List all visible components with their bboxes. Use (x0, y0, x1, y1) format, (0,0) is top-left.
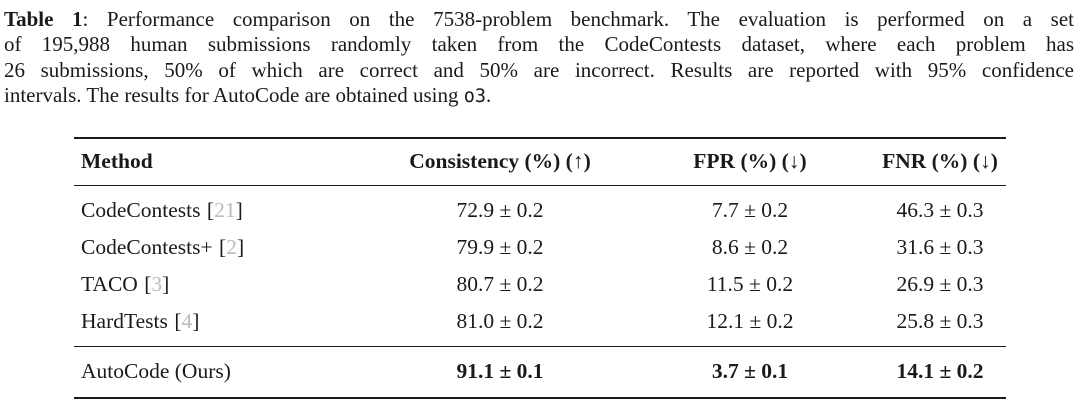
table-caption: Table 1: Performance comparison on the 7… (0, 0, 1080, 110)
consistency-cell: 81.0 ± 0.2 (456, 308, 544, 333)
citation: [21] (207, 198, 243, 222)
fpr-cell: 8.6 ± 0.2 (711, 234, 789, 259)
citation-bracket-close: ] (162, 271, 170, 296)
col-header-consistency: Consistency (%) (↑) (374, 137, 626, 186)
caption-model-name: o3 (463, 86, 487, 108)
citation-link[interactable]: 2 (226, 234, 237, 259)
method-name: TACO (81, 271, 138, 296)
fpr-cell: 12.1 ± 0.2 (706, 308, 794, 333)
citation-bracket-open: [ (144, 271, 152, 296)
caption-text-5: . (486, 83, 492, 108)
caption-line-4: intervals. The results for AutoCode are … (4, 83, 1074, 109)
caption-line-2: of 195,988 human submissions randomly ta… (4, 32, 1074, 57)
table-row: HardTests [4] 81.0 ± 0.2 12.1 ± 0.2 25.8 … (74, 303, 1006, 347)
col-header-method: Method (74, 137, 374, 186)
col-header-fnr: FNR (%) (↓) (874, 137, 1006, 186)
caption-table-number: Table 1 (4, 7, 83, 31)
method-cell: AutoCode (Ours) (74, 345, 374, 398)
method-name: HardTests (81, 308, 168, 333)
method-cell: TACO [3] (74, 266, 374, 303)
fpr-cell: 3.7 ± 0.1 (626, 345, 874, 398)
caption-text-3: 26 submissions, 50% of which are correct… (4, 57, 1074, 82)
caption-text-4: intervals. The results for AutoCode are … (4, 83, 464, 108)
caption-text-1: : Performance comparison on the 7538-pro… (82, 7, 1074, 31)
citation-bracket-open: [ (219, 234, 227, 259)
citation: [2] (219, 235, 244, 259)
method-cell: CodeContests [21] (74, 185, 374, 229)
fpr-cell: 11.5 ± 0.2 (706, 271, 794, 296)
consistency-cell: 79.9 ± 0.2 (456, 234, 544, 259)
consistency-cell: 80.7 ± 0.2 (456, 271, 544, 296)
table-row: CodeContests [21] 72.9 ± 0.2 7.7 ± 0.2 46… (74, 185, 1006, 229)
table-row: TACO [3] 80.7 ± 0.2 11.5 ± 0.2 26.9 ± 0.3 (74, 266, 1006, 303)
method-cell: HardTests [4] (74, 303, 374, 347)
citation-link[interactable]: 3 (151, 271, 163, 296)
method-cell: CodeContests+ [2] (74, 229, 374, 266)
fnr-cell: 46.3 ± 0.3 (896, 197, 984, 222)
citation-bracket-open: [ (174, 308, 182, 333)
citation-bracket-close: ] (236, 234, 245, 259)
col-header-fpr: FPR (%) (↓) (626, 137, 874, 186)
citation: [3] (144, 272, 169, 296)
caption-line-3: 26 submissions, 50% of which are correct… (4, 58, 1074, 83)
caption-text-2: of 195,988 human submissions randomly ta… (4, 32, 1074, 57)
citation-link[interactable]: 21 (214, 197, 236, 222)
consistency-cell: 91.1 ± 0.1 (374, 345, 626, 398)
method-name: CodeContests+ (81, 234, 213, 259)
citation: [4] (174, 309, 199, 333)
citation-bracket-close: ] (235, 197, 243, 222)
results-table: Method Consistency (%) (↑) FPR (%) (↓) F… (74, 136, 1006, 399)
citation-bracket-close: ] (192, 308, 200, 333)
table-row: CodeContests+ [2] 79.9 ± 0.2 8.6 ± 0.2 31… (74, 229, 1006, 266)
citation-bracket-open: [ (206, 197, 215, 222)
caption-line-1: Table 1: Performance comparison on the 7… (4, 7, 1074, 32)
fnr-cell: 14.1 ± 0.2 (874, 345, 1006, 398)
table-header-row: Method Consistency (%) (↑) FPR (%) (↓) F… (74, 137, 1006, 186)
consistency-cell: 72.9 ± 0.2 (456, 197, 544, 222)
fpr-cell: 7.7 ± 0.2 (711, 197, 789, 222)
fnr-cell: 26.9 ± 0.3 (896, 271, 984, 296)
fnr-cell: 31.6 ± 0.3 (896, 234, 984, 259)
citation-link[interactable]: 4 (181, 308, 193, 333)
table-row-ours: AutoCode (Ours) 91.1 ± 0.1 3.7 ± 0.1 14.… (74, 345, 1006, 398)
fnr-cell: 25.8 ± 0.3 (896, 308, 984, 333)
method-name: CodeContests (81, 197, 201, 222)
